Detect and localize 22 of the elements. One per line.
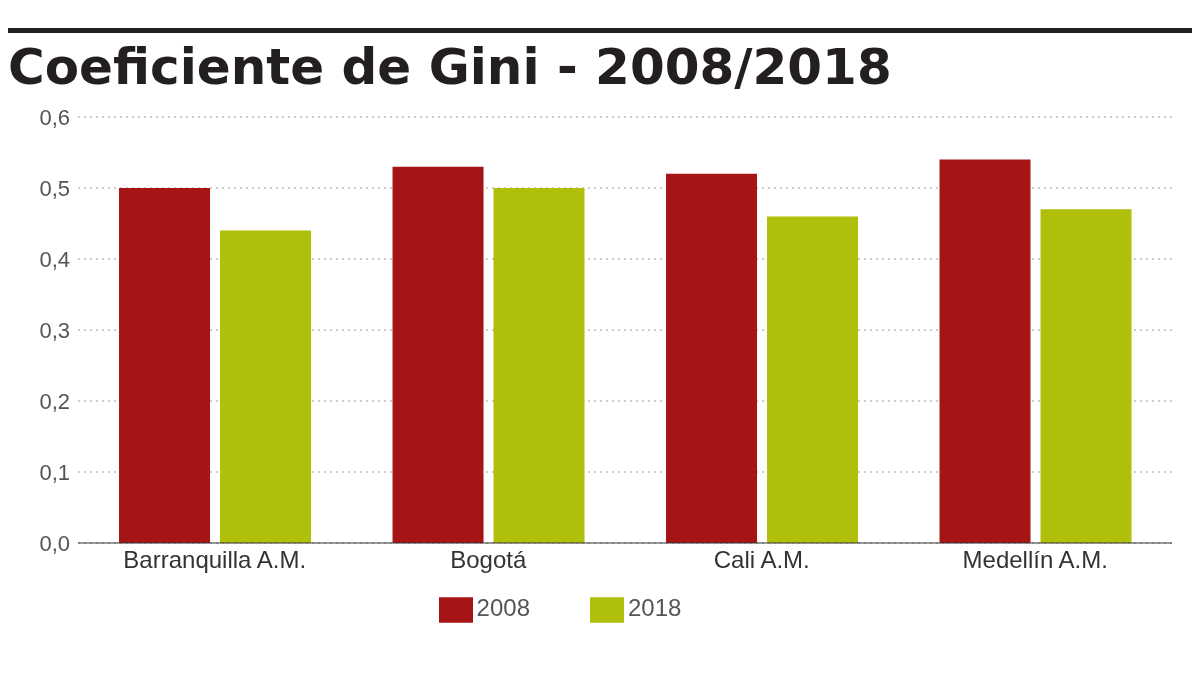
x-tick-label: Medellín A.M. <box>962 546 1108 574</box>
y-tick-label: 0,0 <box>39 530 70 556</box>
bar <box>493 188 585 543</box>
y-tick-label: 0,2 <box>39 388 70 414</box>
x-tick-label: Barranquilla A.M. <box>123 546 307 574</box>
y-tick-label: 0,3 <box>39 317 70 343</box>
bar <box>666 173 758 543</box>
bar <box>1040 209 1132 543</box>
bar <box>392 166 484 543</box>
y-tick-label: 0,4 <box>39 246 70 272</box>
legend-label: 2008 <box>476 594 530 622</box>
x-tick-label: Cali A.M. <box>713 546 810 574</box>
x-tick-label: Bogotá <box>450 546 527 574</box>
legend-label: 2018 <box>628 594 682 622</box>
bar <box>220 230 312 543</box>
y-tick-label: 0,1 <box>39 459 70 485</box>
chart-title: Coeficiente de Gini - 2008/2018 <box>8 28 1192 97</box>
bar <box>119 188 211 543</box>
y-tick-label: 0,6 <box>39 104 70 130</box>
bar <box>939 159 1031 543</box>
y-tick-label: 0,5 <box>39 175 70 201</box>
bar <box>767 216 859 543</box>
